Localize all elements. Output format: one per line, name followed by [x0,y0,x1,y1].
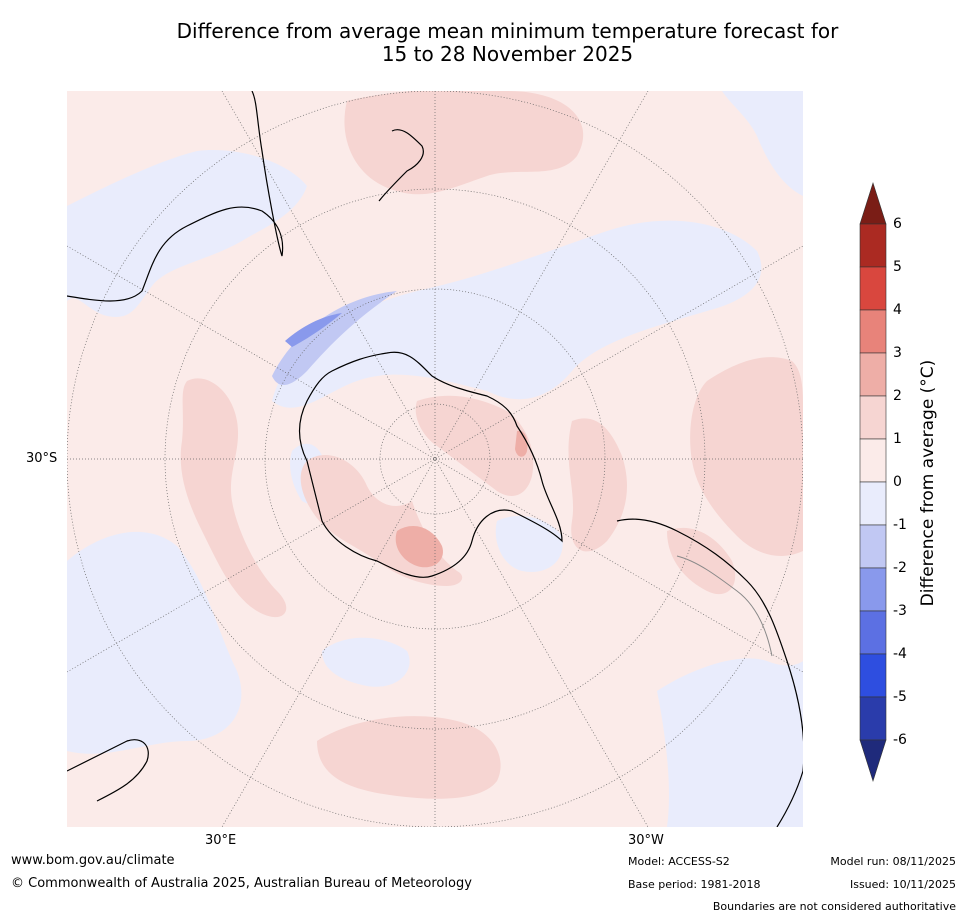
warm-region-south [317,716,501,799]
colorbar-tick-label: -1 [893,517,907,533]
colorbar-bin [859,438,887,483]
polar-map [67,91,803,827]
australia-coast [67,91,284,302]
warm-region-far-east [690,357,803,556]
colorbar-tick-label: 3 [893,345,902,361]
longitude-label-30e: 30°E [205,833,237,848]
footer-base-period: Base period: 1981-2018 [628,878,761,891]
colorbar-bin [859,309,887,354]
footer-model: Model: ACCESS-S2 [628,855,730,868]
footer-copyright: © Commonwealth of Australia 2025, Austra… [11,876,472,891]
warm-core-1 [395,526,443,568]
cool-region-south-center [322,637,410,687]
colorbar-tick-label: -5 [893,689,907,705]
cool-region-southeast [657,658,803,827]
colorbar-bin [859,653,887,698]
africa-coast [67,739,149,802]
colorbar-bin [859,395,887,440]
footer-disclaimer: Boundaries are not considered authoritat… [712,900,956,913]
colorbar-tick-label: 2 [893,388,902,404]
colorbar-title: Difference from average (°C) [918,359,938,607]
colorbar-bin [859,524,887,569]
colorbar-tick-label: 1 [893,431,902,447]
colorbar-tick-label: 4 [893,302,902,318]
map-title: Difference from average mean minimum tem… [60,20,955,66]
cool-region-drake [495,516,563,572]
cool-band-1 [272,291,397,386]
colorbar-bin [859,696,887,741]
colorbar [859,182,887,782]
colorbar-bin [859,610,887,655]
colorbar-bin [859,567,887,612]
colorbar-tick-label: -4 [893,646,907,662]
warm-region-east [568,418,627,552]
colorbar-bin [859,266,887,311]
footer-issued: Issued: 10/11/2025 [849,878,956,891]
colorbar-tick-label: 5 [893,259,902,275]
cool-band-2 [285,313,342,347]
colorbar-bin [859,223,887,268]
cool-region-pacific [272,220,762,408]
colorbar-extend-bottom [859,739,887,782]
title-line-1: Difference from average mean minimum tem… [176,19,839,43]
title-line-2: 15 to 28 November 2025 [381,42,634,66]
footer-url: www.bom.gov.au/climate [11,853,175,868]
coastlines [67,91,803,827]
colorbar-extend-top [859,182,887,225]
longitude-label-30w: 30°W [628,833,664,848]
colorbar-tick-label: 0 [893,474,902,490]
footer-model-run: Model run: 08/11/2025 [830,855,956,868]
antarctica-coast [298,351,563,578]
warm-region-west [180,378,287,618]
cool-region-northeast [722,91,803,196]
south-america-coast [616,518,803,827]
latitude-label: 30°S [26,451,58,466]
colorbar-bin [859,481,887,526]
colorbar-tick-label: -6 [893,732,907,748]
colorbar-bin [859,352,887,397]
warm-region-north [344,91,583,195]
warm-region-antarctic-pen [415,395,534,496]
south-america-inner [676,555,773,657]
graticule [67,91,803,827]
colorbar-tick-label: -2 [893,560,907,576]
colorbar-tick-label: 6 [893,216,902,232]
colorbar-tick-label: -3 [893,603,907,619]
cool-region-indian [67,150,307,317]
new-zealand-coast [378,129,424,202]
